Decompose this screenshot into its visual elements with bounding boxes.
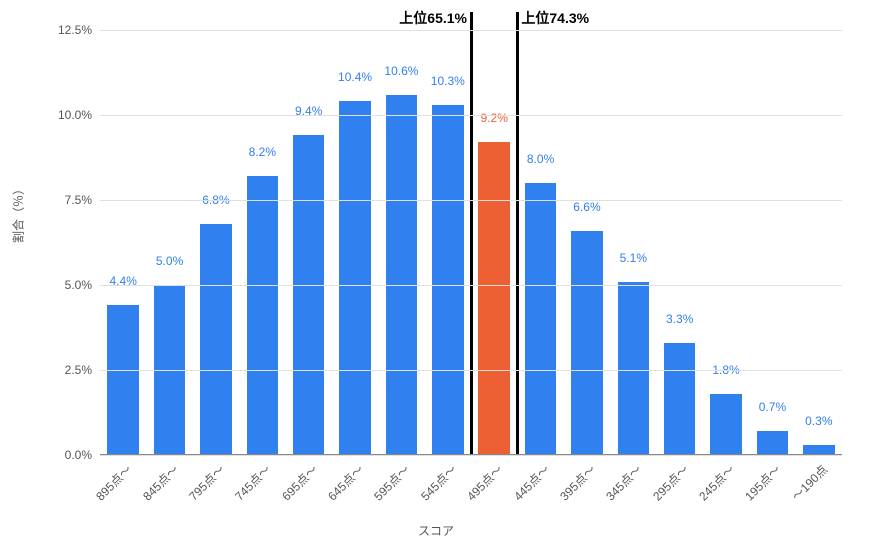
bar-value-label: 8.0% (527, 152, 554, 166)
bar-value-label: 10.6% (384, 64, 418, 78)
x-tick-label: 445点～ (509, 461, 552, 504)
annotation-label: 上位74.3% (521, 8, 589, 28)
bar-value-label: 9.2% (481, 111, 508, 125)
bar (664, 343, 696, 455)
bar (432, 105, 464, 455)
annotation-line (470, 12, 473, 455)
bar-value-label: 6.6% (573, 200, 600, 214)
y-tick-label: 0.0% (0, 448, 100, 462)
x-tick-label: 395点～ (556, 461, 599, 504)
annotation-label: 上位65.1% (399, 8, 467, 28)
grid-line (100, 200, 842, 201)
bar (247, 176, 279, 455)
x-tick-label: 845点～ (138, 461, 181, 504)
x-tick-label: ～190点 (788, 461, 831, 504)
bar (293, 135, 325, 455)
y-axis-title: 割合（％） (10, 182, 27, 242)
bar-value-label: 3.3% (666, 312, 693, 326)
bar-value-label: 8.2% (249, 145, 276, 159)
y-tick-label: 12.5% (0, 23, 100, 37)
x-tick-label: 695点～ (278, 461, 321, 504)
grid-line (100, 115, 842, 116)
x-tick-label: 295点～ (649, 461, 692, 504)
grid-line (100, 370, 842, 371)
x-tick-label: 495点～ (463, 461, 506, 504)
bar-value-label: 0.7% (759, 400, 786, 414)
y-tick-label: 5.0% (0, 278, 100, 292)
bar-value-label: 10.3% (431, 74, 465, 88)
y-tick-label: 7.5% (0, 193, 100, 207)
x-tick-label: 795点～ (185, 461, 228, 504)
bar-chart: 4.4%5.0%6.8%8.2%9.4%10.4%10.6%10.3%9.2%8… (0, 0, 872, 540)
x-tick-label: 895点～ (92, 461, 135, 504)
bar-value-label: 5.0% (156, 254, 183, 268)
bar (618, 282, 650, 455)
bar-value-label: 0.3% (805, 414, 832, 428)
x-tick-label: 645点～ (324, 461, 367, 504)
plot-area: 4.4%5.0%6.8%8.2%9.4%10.4%10.6%10.3%9.2%8… (100, 30, 842, 455)
x-tick-label: 595点～ (370, 461, 413, 504)
bar (107, 305, 139, 455)
bar (525, 183, 557, 455)
x-axis-title: スコア (418, 522, 454, 539)
x-tick-label: 745点～ (231, 461, 274, 504)
y-tick-label: 2.5% (0, 363, 100, 377)
y-tick-label: 10.0% (0, 108, 100, 122)
x-tick-label: 345点～ (602, 461, 645, 504)
bar (478, 142, 510, 455)
x-tick-label: 245点～ (695, 461, 738, 504)
bar (200, 224, 232, 455)
bar-value-label: 4.4% (110, 274, 137, 288)
bar-value-label: 10.4% (338, 70, 372, 84)
bar (571, 231, 603, 455)
bar (386, 95, 418, 455)
bar-value-label: 9.4% (295, 104, 322, 118)
x-tick-label: 545点～ (417, 461, 460, 504)
grid-line (100, 30, 842, 31)
annotation-line (516, 12, 519, 455)
bar (339, 101, 371, 455)
grid-line (100, 285, 842, 286)
bar (710, 394, 742, 455)
grid-line (100, 455, 842, 456)
bar (757, 431, 789, 455)
bar-value-label: 5.1% (620, 251, 647, 265)
x-tick-label: 195点～ (741, 461, 784, 504)
